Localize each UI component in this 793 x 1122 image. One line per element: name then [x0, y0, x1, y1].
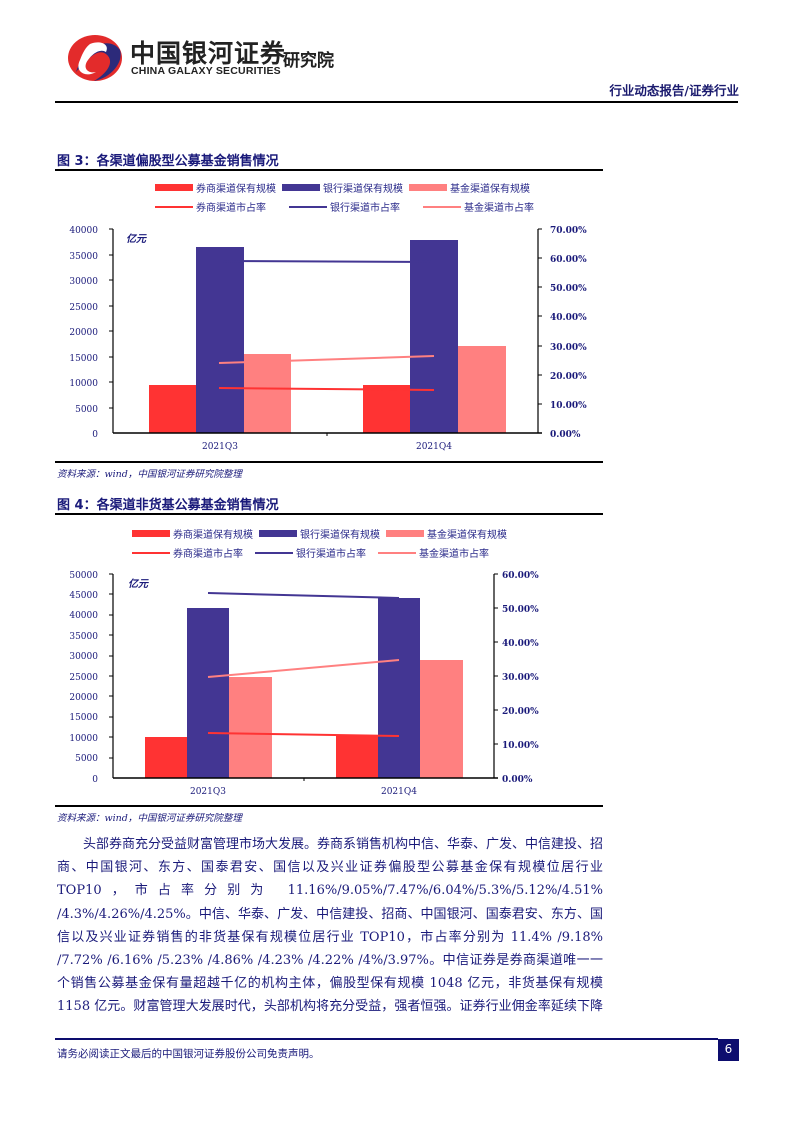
line-fund-share [218, 355, 435, 364]
legend-bank-scale: 银行渠道保有规模 [259, 526, 380, 541]
galaxy-logo-icon [68, 35, 122, 81]
body-paragraph: 头部券商充分受益财富管理市场大发展。券商系销售机构中信、华泰、广发、中信建投、招… [57, 837, 603, 1015]
bar-q3-bank [196, 247, 244, 433]
figure3-unit-label: 亿元 [126, 233, 147, 245]
svg-text:50000: 50000 [69, 571, 98, 581]
bar-q3-fund [229, 677, 272, 778]
line-bank-share [207, 592, 400, 599]
logo-chinese-name: 中国银河证券 [130, 39, 287, 68]
svg-text:10.00%: 10.00% [502, 741, 539, 751]
figure4-bottom-rule [55, 805, 603, 807]
line-broker-share [207, 732, 400, 737]
svg-text:5000: 5000 [75, 754, 98, 764]
footer-disclaimer: 请务必阅读正文最后的中国银河证券股份公司免责声明。 [57, 1048, 320, 1060]
bar-q3-fund [244, 354, 291, 433]
figure4-title: 图 4：各渠道非货基公募基金销售情况 [57, 498, 279, 513]
legend-fund-scale: 基金渠道保有规模 [409, 180, 530, 195]
legend-fund-share: 基金渠道市占率 [423, 199, 534, 214]
svg-text:30.00%: 30.00% [550, 343, 587, 353]
bar-q4-fund [420, 660, 463, 778]
svg-text:40.00%: 40.00% [502, 639, 539, 649]
svg-text:30000: 30000 [69, 277, 98, 287]
logo-institute: 研究院 [283, 51, 334, 71]
svg-text:50.00%: 50.00% [502, 605, 539, 615]
legend-broker-share: 券商渠道市占率 [132, 545, 249, 560]
figure4-title-rule [55, 513, 603, 515]
svg-text:25000: 25000 [69, 673, 98, 683]
svg-text:10000: 10000 [69, 379, 98, 389]
legend-fund-share: 基金渠道市占率 [378, 545, 489, 560]
legend-broker-share: 券商渠道市占率 [155, 199, 283, 214]
svg-text:40.00%: 40.00% [550, 313, 587, 323]
legend-broker-scale: 券商渠道保有规模 [132, 526, 253, 541]
svg-text:35000: 35000 [69, 632, 98, 642]
svg-text:0.00%: 0.00% [550, 430, 581, 440]
figure3-source: 资料来源：wind，中国银河证券研究院整理 [57, 469, 242, 480]
figure3-bottom-rule [55, 461, 603, 463]
header: 中国银河证券 CHINA GALAXY SECURITIES 研究院 行业动态报… [0, 0, 793, 110]
figure3-title: 图 3：各渠道偏股型公募基金销售情况 [57, 154, 279, 169]
report-type: 行业动态报告/证券行业 [609, 83, 739, 98]
svg-text:20000: 20000 [69, 693, 98, 703]
svg-text:45000: 45000 [69, 591, 98, 601]
line-fund-share [207, 659, 400, 678]
svg-text:30.00%: 30.00% [502, 673, 539, 683]
figure4-legend: 券商渠道保有规模 银行渠道保有规模 基金渠道保有规模 券商渠道市占率 银行渠道市… [132, 526, 513, 560]
svg-text:25000: 25000 [69, 303, 98, 313]
svg-text:30000: 30000 [69, 652, 98, 662]
figure4-chart: 50000 45000 40000 35000 30000 25000 2000… [69, 571, 539, 797]
figure4-source: 资料来源：wind，中国银河证券研究院整理 [57, 813, 242, 824]
bar-q3-broker [149, 385, 196, 433]
bar-q4-bank [378, 598, 420, 778]
svg-text:70.00%: 70.00% [550, 226, 587, 236]
footer-rule [55, 1038, 718, 1040]
svg-text:2021Q4: 2021Q4 [381, 787, 417, 797]
svg-text:10.00%: 10.00% [550, 401, 587, 411]
legend-broker-scale: 券商渠道保有规模 [155, 180, 276, 195]
legend-bank-share: 银行渠道市占率 [255, 545, 372, 560]
figure3-title-rule [55, 169, 603, 171]
legend-bank-share: 银行渠道市占率 [289, 199, 417, 214]
svg-text:0.00%: 0.00% [502, 775, 533, 785]
svg-text:0: 0 [92, 775, 98, 785]
bar-q3-broker [145, 737, 187, 778]
svg-text:20000: 20000 [69, 328, 98, 338]
bar-q4-bank [410, 240, 458, 433]
bar-q4-broker [363, 385, 410, 433]
legend-bank-scale: 银行渠道保有规模 [282, 180, 403, 195]
header-rule [55, 101, 738, 103]
svg-text:0: 0 [92, 430, 98, 440]
svg-text:15000: 15000 [69, 354, 98, 364]
bar-q4-fund [458, 346, 506, 433]
figure4-unit-label: 亿元 [128, 578, 149, 590]
bar-q4-broker [336, 736, 378, 778]
svg-text:60.00%: 60.00% [550, 255, 587, 265]
svg-text:2021Q3: 2021Q3 [202, 442, 238, 452]
svg-text:20.00%: 20.00% [502, 707, 539, 717]
svg-text:2021Q3: 2021Q3 [190, 787, 226, 797]
line-broker-share [218, 387, 435, 391]
svg-text:60.00%: 60.00% [502, 571, 539, 581]
svg-text:35000: 35000 [69, 252, 98, 262]
figure3-legend: 券商渠道保有规模 银行渠道保有规模 基金渠道保有规模 券商渠道市占率 银行渠道市… [155, 180, 540, 214]
line-bank-share [218, 260, 435, 263]
logo-english-name: CHINA GALAXY SECURITIES [131, 65, 281, 77]
bar-q3-bank [187, 608, 229, 778]
figure3-chart: 40000 35000 30000 25000 20000 15000 1000… [69, 226, 587, 452]
legend-fund-scale: 基金渠道保有规模 [386, 526, 507, 541]
svg-text:40000: 40000 [69, 611, 98, 621]
svg-text:40000: 40000 [69, 226, 98, 236]
svg-text:2021Q4: 2021Q4 [416, 442, 452, 452]
svg-text:5000: 5000 [75, 405, 98, 415]
svg-text:15000: 15000 [69, 713, 98, 723]
page-number: 6 [718, 1039, 739, 1061]
svg-text:20.00%: 20.00% [550, 372, 587, 382]
svg-text:10000: 10000 [69, 734, 98, 744]
svg-text:50.00%: 50.00% [550, 284, 587, 294]
